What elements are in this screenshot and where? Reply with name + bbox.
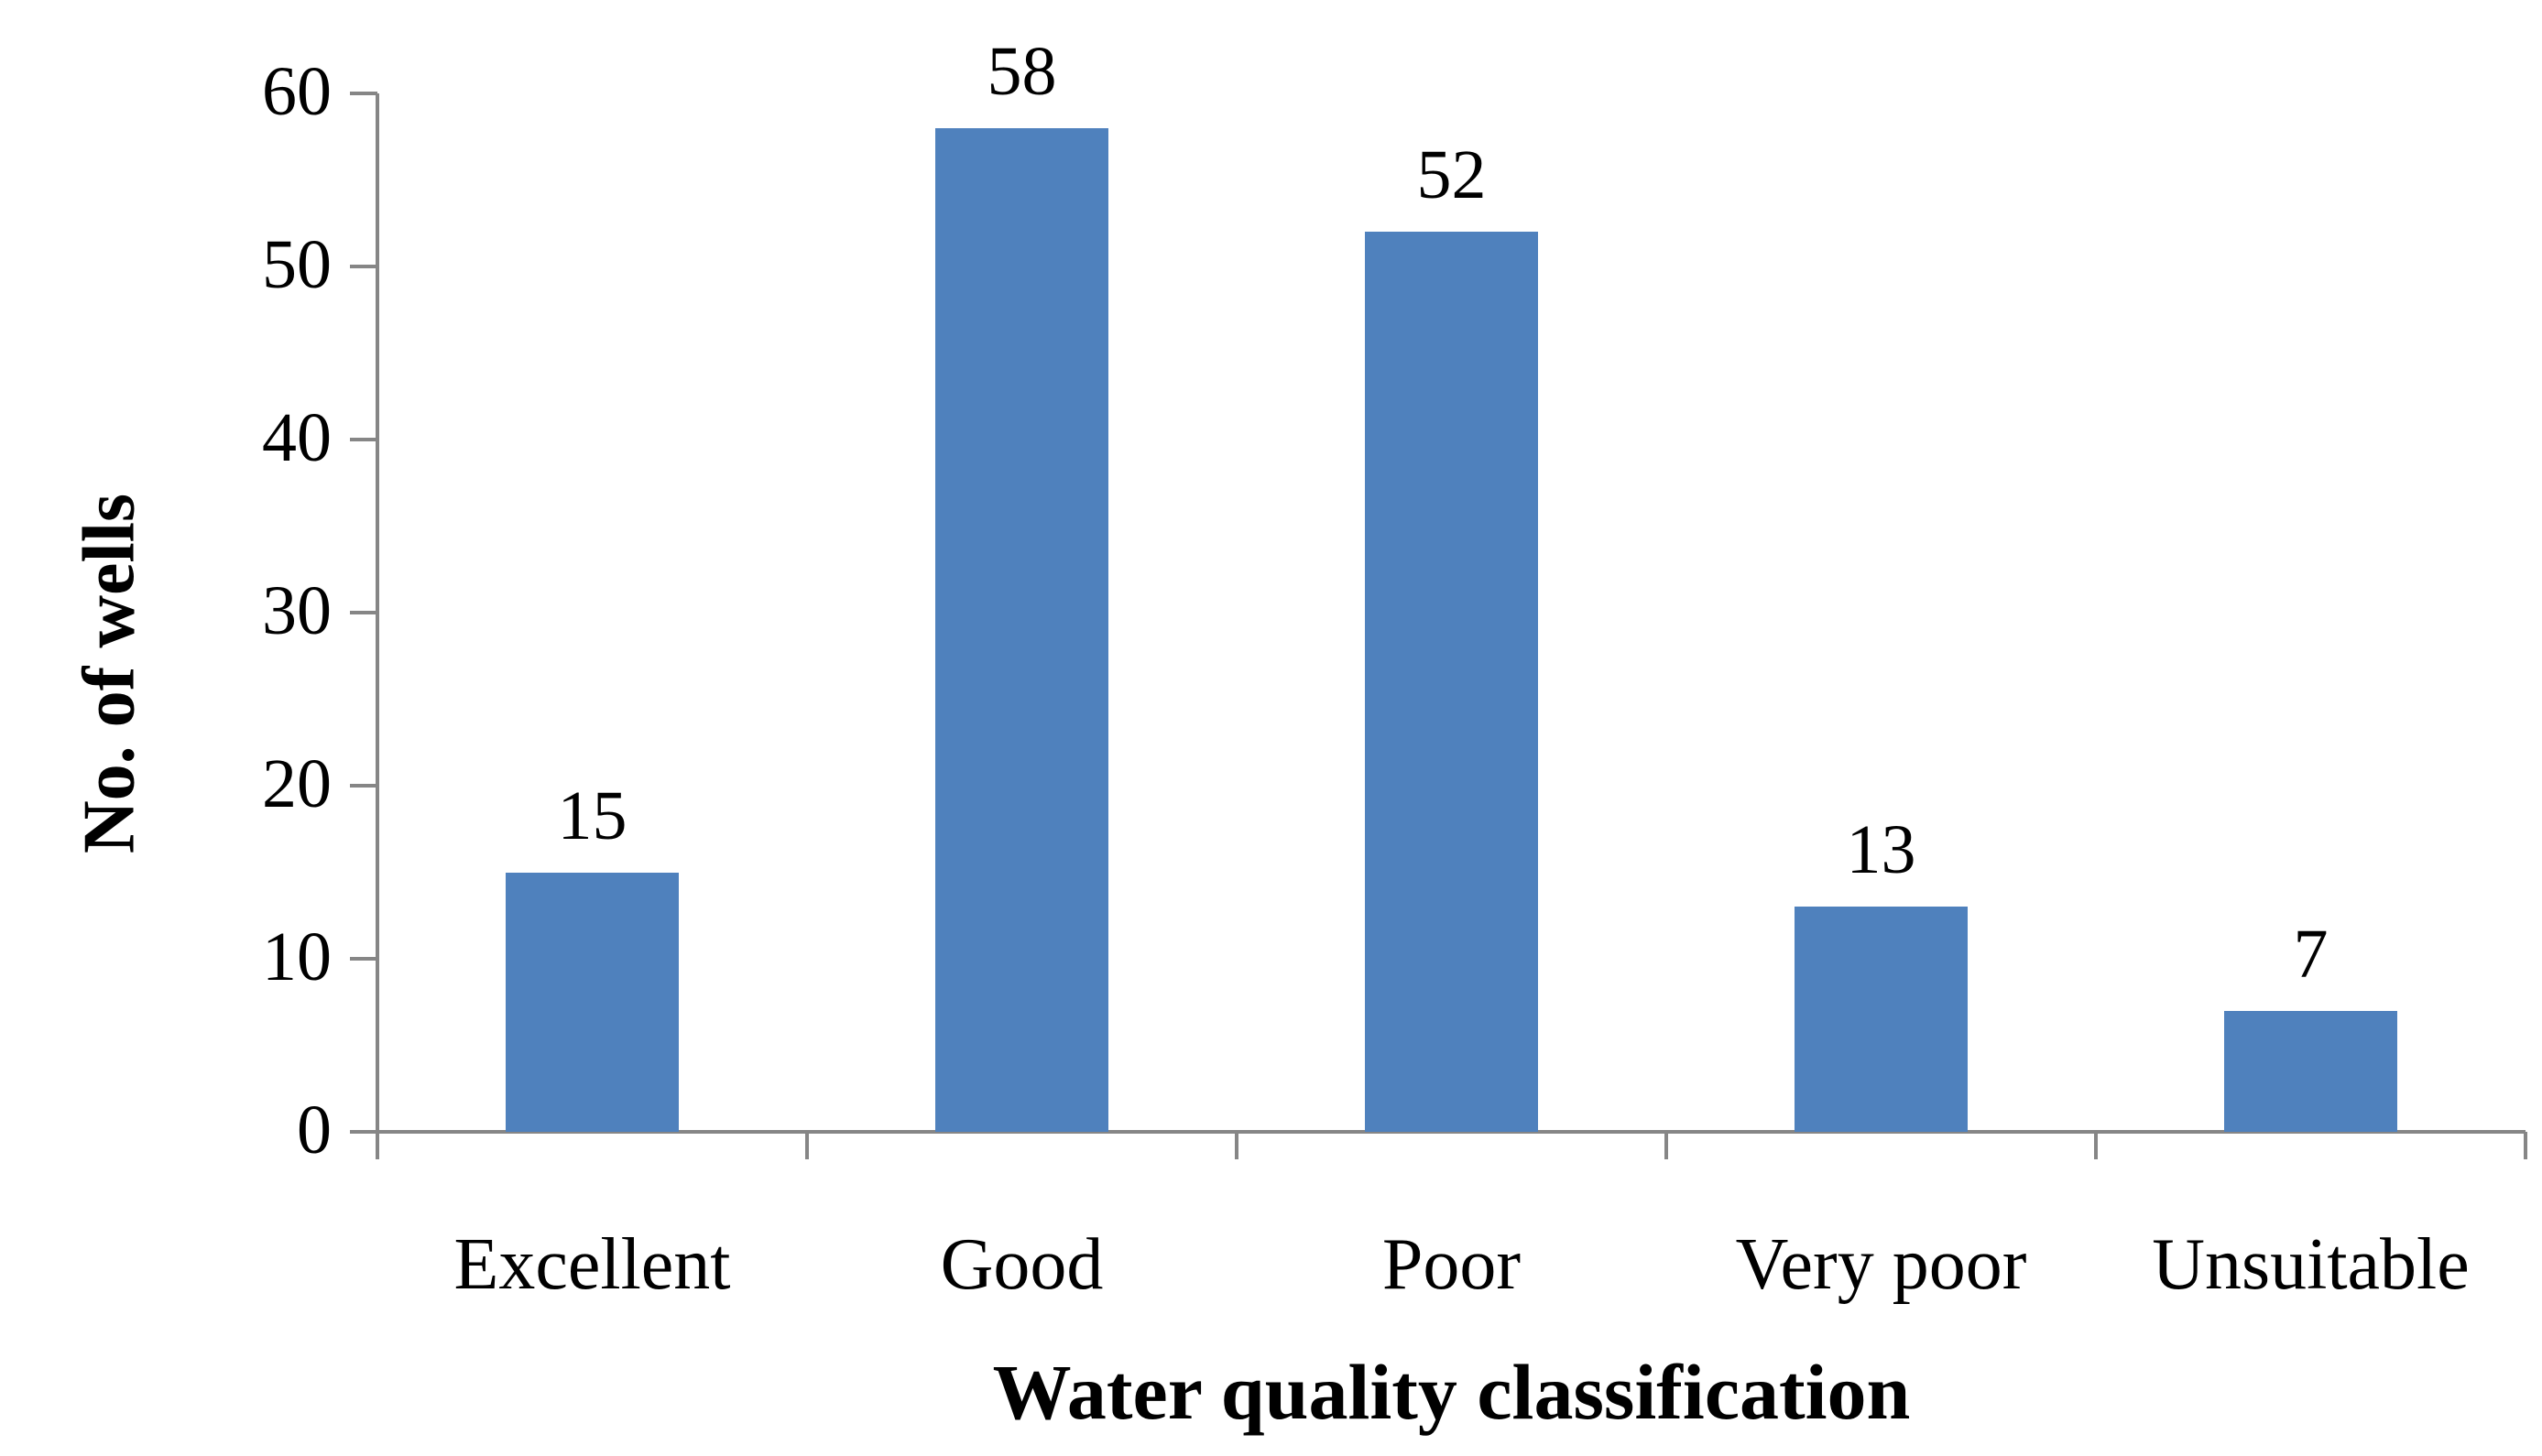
data-label: 13: [1846, 811, 1916, 889]
y-tick-label: 30: [262, 572, 332, 649]
x-tick-mark: [2094, 1132, 2098, 1159]
x-tick-label: Good: [940, 1224, 1104, 1305]
bar: [2224, 1010, 2397, 1132]
bar: [506, 872, 679, 1132]
bar: [1365, 232, 1538, 1132]
bar: [935, 127, 1108, 1132]
x-tick-label: Very poor: [1735, 1224, 2027, 1305]
x-tick-mark: [1664, 1132, 1668, 1159]
y-tick-mark: [350, 265, 377, 268]
y-tick-label: 50: [262, 226, 332, 303]
y-tick-label: 10: [262, 918, 332, 995]
x-tick-mark: [1235, 1132, 1238, 1159]
y-tick-mark: [350, 438, 377, 441]
y-tick-mark: [350, 92, 377, 95]
y-tick-label: 60: [262, 53, 332, 130]
y-axis-title: No. of wells: [69, 493, 150, 854]
y-tick-label: 0: [297, 1092, 332, 1168]
x-tick-label: Unsuitable: [2152, 1224, 2470, 1305]
y-tick-mark: [350, 1130, 377, 1134]
y-axis-line: [376, 93, 379, 1134]
data-label: 58: [987, 32, 1057, 110]
data-label: 15: [557, 777, 627, 854]
data-label: 52: [1416, 136, 1487, 214]
x-axis-line: [350, 1130, 2526, 1134]
y-tick-mark: [350, 611, 377, 614]
x-tick-mark: [2524, 1132, 2527, 1159]
x-tick-mark: [805, 1132, 809, 1159]
y-tick-label: 40: [262, 399, 332, 476]
y-tick-label: 20: [262, 745, 332, 822]
data-label: 7: [2293, 915, 2329, 993]
x-axis-title: Water quality classification: [992, 1348, 1911, 1436]
y-tick-mark: [350, 784, 377, 788]
x-tick-mark: [376, 1132, 379, 1159]
y-tick-mark: [350, 957, 377, 961]
bar: [1795, 907, 1968, 1132]
x-tick-label: Excellent: [453, 1224, 731, 1305]
x-tick-label: Poor: [1381, 1224, 1522, 1305]
